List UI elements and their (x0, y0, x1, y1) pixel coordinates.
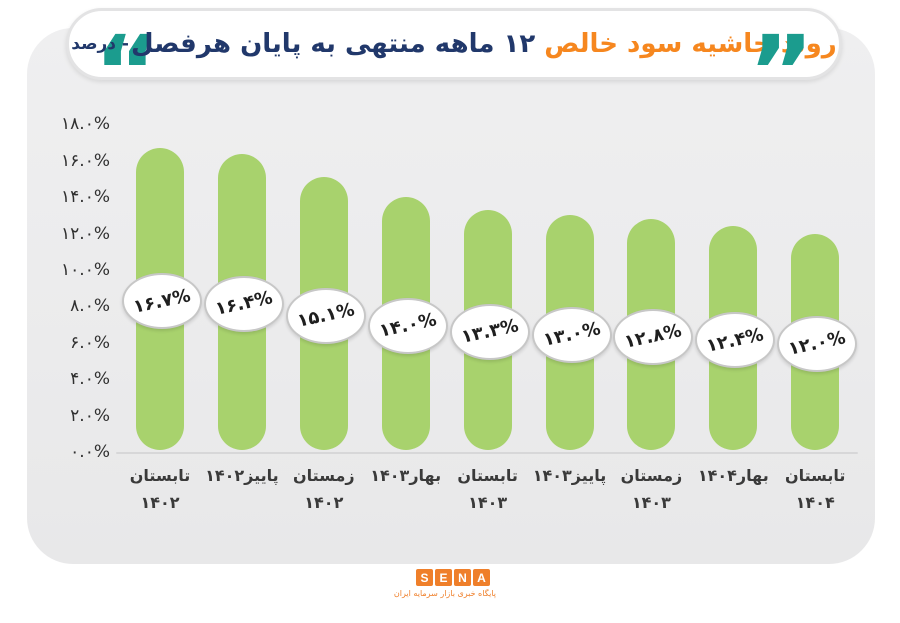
value-badge: ۱۶.۷% (122, 273, 202, 330)
x-axis-label-line: تابستان (784, 466, 846, 485)
value-label: ۱۴.۰% (377, 309, 439, 342)
value-label: ۱۲.۰% (786, 327, 848, 361)
value-badge: ۱۵.۱% (285, 287, 366, 344)
value-label: ۱۶.۷% (131, 284, 193, 318)
x-axis-category-label: بهار۱۴۰۳ (364, 462, 448, 489)
value-label: ۱۳.۳% (459, 315, 521, 349)
x-axis-label-line: زمستان (293, 466, 355, 485)
title-navy-segment: ۱۲ ماهه منتهی به پایان هرفصل (130, 29, 536, 59)
value-badge: ۱۲.۰% (777, 315, 858, 372)
y-axis-tick-label: ۰.۰% (70, 442, 110, 462)
y-axis-tick-label: ۱۶.۰% (61, 150, 110, 171)
logo-letter-e: E (435, 569, 452, 586)
x-axis-label-line: ۱۴۰۳ (468, 493, 508, 512)
y-axis-tick-label: ۴.۰% (70, 369, 110, 390)
y-axis-tick-label: ۱۲.۰% (61, 223, 110, 244)
x-axis-label-line: ۱۴۰۲ (304, 493, 344, 512)
value-label: ۱۲.۸% (622, 320, 684, 353)
title-orange-segment: روند حاشیه سود خالص (544, 29, 837, 59)
y-axis-tick-label: ۱۸.۰% (61, 114, 110, 135)
y-axis-tick-label: ۶.۰% (70, 332, 110, 353)
y-axis-tick-label: ۲.۰% (70, 405, 110, 426)
value-label: ۱۲.۴% (704, 323, 766, 357)
x-axis-label-line: بهار۱۴۰۳ (370, 466, 442, 485)
x-axis-label-line: پاییز۱۴۰۲ (205, 466, 279, 485)
value-label: ۱۳.۰% (541, 318, 602, 351)
x-axis-label-line: تابستان (129, 466, 191, 485)
sena-logo-squares: S E N A (416, 569, 496, 586)
value-label: ۱۵.۱% (295, 299, 357, 332)
x-axis-label-line: زمستان (620, 466, 683, 485)
x-axis-category-label: زمستان ۱۴۰۳ (609, 462, 693, 516)
x-axis-category-label: تابستان ۱۴۰۲ (118, 462, 202, 516)
x-axis-label-line: بهار۱۴۰۴ (697, 466, 769, 485)
value-label: ۱۶.۴% (213, 287, 275, 321)
x-axis-label-line: ۱۴۰۳ (631, 493, 671, 512)
x-axis-category-label: تابستان ۱۴۰۳ (446, 462, 530, 516)
x-axis-label-line: تابستان (457, 466, 518, 485)
title-unit-suffix: - درصد (71, 34, 129, 54)
value-badge: ۱۲.۸% (613, 308, 694, 365)
x-axis-category-label: پاییز۱۴۰۲ (200, 462, 284, 489)
x-axis-label-line: ۱۴۰۲ (140, 493, 180, 512)
x-axis-category-label: بهار۱۴۰۴ (691, 462, 775, 489)
logo-subtitle: پایگاه خبری بازار سرمایه ایران (393, 589, 496, 598)
logo-letter-n: N (454, 569, 471, 586)
value-badge: ۱۶.۴% (203, 275, 284, 332)
page-title: روند حاشیه سود خالص ۱۲ ماهه منتهی به پای… (71, 11, 836, 77)
x-axis-category-label: زمستان ۱۴۰۲ (282, 462, 366, 516)
sena-logo: S E N A پایگاه خبری بازار سرمایه ایران (393, 569, 496, 598)
logo-letter-s: S (416, 569, 433, 586)
value-badge: ۱۳.۳% (449, 303, 530, 360)
y-axis-tick-label: ۱۰.۰% (61, 260, 110, 280)
x-axis-line (116, 452, 858, 454)
y-axis-tick-label: ۱۴.۰% (61, 187, 110, 208)
logo-letter-a: A (473, 569, 490, 586)
x-axis-category-label: پاییز۱۴۰۳ (528, 462, 612, 489)
y-axis-tick-label: ۸.۰% (70, 296, 110, 317)
x-axis-label-line: ۱۴۰۴ (795, 493, 835, 512)
x-axis-category-label: تابستان ۱۴۰۴ (773, 462, 857, 516)
value-badge: ۱۴.۰% (367, 297, 448, 354)
value-badge: ۱۳.۰% (531, 306, 612, 363)
value-badge: ۱۲.۴% (695, 312, 776, 369)
x-axis-label-line: پاییز۱۴۰۳ (532, 466, 607, 485)
